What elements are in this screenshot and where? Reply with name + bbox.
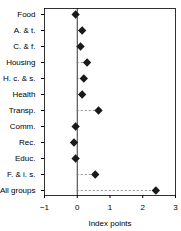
svg-text:Health: Health [12,90,35,99]
svg-text:Food: Food [17,10,35,19]
svg-text:All groups: All groups [0,186,36,195]
svg-text:2: 2 [141,203,146,212]
svg-text:Housing: Housing [6,58,35,67]
svg-text:A. & t.: A. & t. [14,26,36,35]
svg-text:0: 0 [75,203,80,212]
svg-text:F. & i. s.: F. & i. s. [7,170,35,179]
svg-text:3: 3 [173,203,178,212]
svg-text:Index points: Index points [88,219,131,228]
svg-text:Transp.: Transp. [9,106,36,115]
svg-text:1: 1 [108,203,113,212]
svg-text:−1: −1 [40,203,50,212]
svg-text:H. c. & s.: H. c. & s. [3,74,35,83]
svg-text:Educ.: Educ. [15,154,35,163]
svg-text:Comm.: Comm. [10,122,36,131]
svg-text:C. & f.: C. & f. [13,42,35,51]
svg-text:Rec.: Rec. [19,138,35,147]
